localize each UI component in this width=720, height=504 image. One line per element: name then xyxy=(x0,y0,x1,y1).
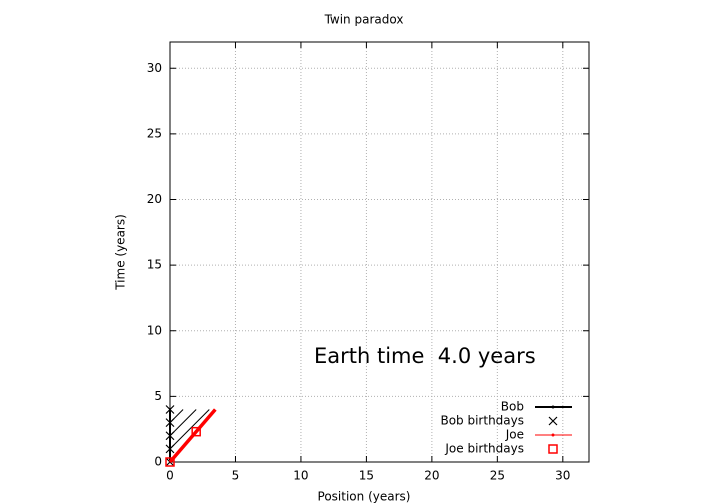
marker xyxy=(165,444,175,454)
legend-label: Joe xyxy=(505,428,524,442)
legend-swatch xyxy=(551,405,555,409)
marker xyxy=(191,426,201,437)
y-axis-label: Time (years) xyxy=(114,214,128,291)
marker xyxy=(165,457,175,467)
legend-label: Bob xyxy=(501,400,524,414)
x-tick-label: 15 xyxy=(359,469,374,483)
y-tick-label: 5 xyxy=(154,389,162,403)
legend-swatch xyxy=(548,416,558,426)
legend-swatch xyxy=(548,444,558,454)
plot-border xyxy=(169,41,590,463)
marker xyxy=(165,418,175,428)
marker xyxy=(165,405,175,414)
legend-swatch xyxy=(551,433,555,437)
marker xyxy=(165,431,175,441)
x-tick-label: 0 xyxy=(166,469,174,483)
legend-label: Joe birthdays xyxy=(444,442,524,456)
x-tick-label: 25 xyxy=(490,469,505,483)
legend-label: Bob birthdays xyxy=(440,414,524,428)
light-signal xyxy=(169,409,210,450)
y-tick-label: 20 xyxy=(147,192,162,206)
x-tick-label: 30 xyxy=(555,469,570,483)
y-tick-label: 15 xyxy=(147,258,162,272)
y-tick-label: 25 xyxy=(147,126,162,140)
y-tick-label: 10 xyxy=(147,323,162,337)
x-tick-label: 20 xyxy=(424,469,439,483)
x-tick-label: 10 xyxy=(293,469,308,483)
chart-title: Twin paradox xyxy=(324,13,404,27)
x-axis-label: Position (years) xyxy=(318,490,411,504)
annotation: Earth time 4.0 years xyxy=(314,344,536,368)
y-tick-label: 0 xyxy=(154,455,162,469)
x-tick-label: 5 xyxy=(232,469,240,483)
y-tick-label: 30 xyxy=(147,61,162,75)
